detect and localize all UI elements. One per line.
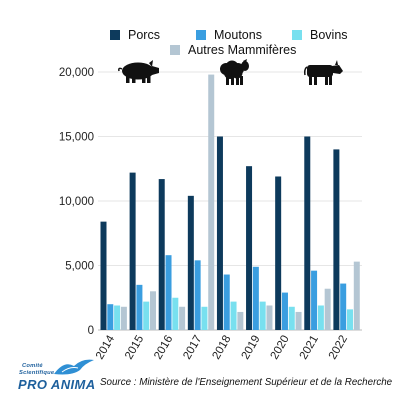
pig-icon [118,60,159,83]
y-tick-label: 0 [88,325,94,337]
bar-bovins-2020 [288,306,295,330]
bar-bovins-2019 [259,301,266,330]
y-axis-ticks: 0 5,000 10,000 15,000 20,000 [59,67,94,337]
bar-porcs-2019 [246,166,253,330]
bar-autres-2022 [353,261,360,330]
bar-moutons-2018 [223,274,230,330]
bar-porcs-2021 [304,136,311,330]
bar-moutons-2015 [136,284,143,330]
chart-legend: Porcs Moutons Bovins Autres Mammifères [0,0,400,60]
bar-porcs-2017 [187,195,194,330]
legend-label-bovins: Bovins [310,28,348,42]
bar-moutons-2021 [311,270,318,330]
bar-bovins-2017 [201,306,208,330]
bar-bovins-2016 [172,297,179,330]
bar-moutons-2020 [281,292,288,330]
legend-item-moutons: Moutons [196,28,262,42]
bar-autres-2018 [237,311,244,330]
y-tick-label: 20,000 [59,67,94,79]
bar-bovins-2014 [114,305,121,330]
logo-line-2: Scientifique [19,370,55,376]
bar-moutons-2017 [194,260,201,330]
bar-bovins-2022 [346,309,353,330]
bar-autres-2019 [266,305,273,330]
x-tick-label: 2015 [123,334,146,362]
x-tick-label: 2021 [298,334,321,362]
bar-moutons-2016 [165,255,172,330]
y-tick-label: 5,000 [65,261,94,273]
bar-porcs-2016 [158,179,165,330]
legend-swatch-porcs [110,30,120,40]
source-note: Source : Ministère de l'Enseignement Sup… [100,377,393,388]
bar-moutons-2019 [252,266,259,330]
x-tick-label: 2020 [269,334,292,362]
legend-label-autres: Autres Mammifères [188,43,297,57]
x-tick-label: 2018 [210,334,233,362]
legend-swatch-autres [170,45,180,55]
bar-autres-2015 [150,291,157,330]
legend-swatch-moutons [196,30,206,40]
legend-item-bovins: Bovins [292,28,348,42]
bar-autres-2017 [208,74,215,330]
bar-porcs-2014 [100,221,107,330]
bar-porcs-2018 [216,136,223,330]
logo-line-1: Comité [22,363,43,369]
pro-anima-logo: Comité Scientifique PRO ANIMA [18,356,98,396]
legend-label-moutons: Moutons [214,28,262,42]
x-tick-label: 2019 [240,334,263,362]
bar-autres-2020 [295,311,302,330]
bar-autres-2016 [179,306,186,330]
bar-moutons-2014 [107,304,114,330]
y-tick-label: 15,000 [59,132,94,144]
legend-item-porcs: Porcs [110,28,160,42]
bar-moutons-2022 [340,283,347,330]
bar-bovins-2018 [230,301,237,330]
legend-swatch-bovins [292,30,302,40]
x-tick-label: 2017 [181,334,204,362]
bar-porcs-2022 [333,149,340,330]
x-tick-label: 2022 [327,334,350,362]
x-axis-ticks: 2014 2015 2016 2017 2018 2019 2020 2021 2022 [94,333,350,362]
bar-autres-2021 [324,288,331,330]
bird-logo-icon [54,359,94,375]
legend-item-autres: Autres Mammifères [170,43,296,57]
bar-porcs-2015 [129,172,136,330]
cow-icon [304,60,343,85]
y-tick-label: 10,000 [59,196,94,208]
bar-bovins-2015 [143,301,150,330]
bar-autres-2014 [120,306,127,330]
legend-label-porcs: Porcs [128,28,160,42]
bar-bovins-2021 [317,305,324,330]
sheep-icon [220,59,249,85]
logo-line-3: PRO ANIMA [18,377,96,392]
bars [100,74,360,330]
bar-porcs-2020 [275,176,282,330]
x-tick-label: 2016 [152,334,175,362]
